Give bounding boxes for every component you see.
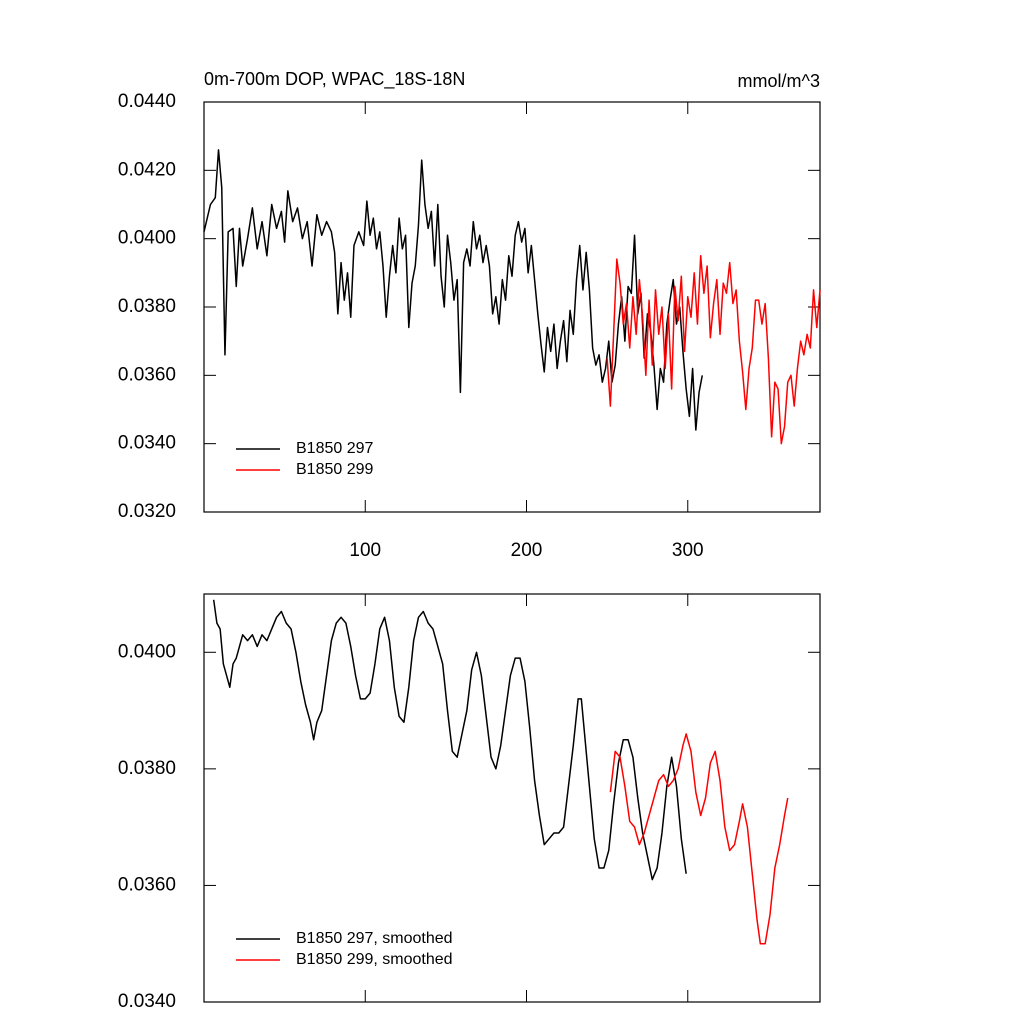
plot-frame [203, 593, 821, 1003]
y-tick-label: 0.0380 [118, 296, 176, 317]
y-tick-label: 0.0400 [118, 228, 176, 249]
legend-label: B1850 297 [296, 440, 374, 457]
series-line [609, 733, 789, 945]
series-line [606, 255, 821, 445]
series-line [212, 599, 687, 881]
legend-label: B1850 297, smoothed [296, 930, 453, 947]
units-label: mmol/m^3 [738, 71, 820, 91]
series-line [203, 149, 704, 431]
y-tick-label: 0.0380 [118, 758, 176, 779]
x-tick-label: 200 [511, 540, 543, 561]
y-tick-label: 0.0320 [118, 501, 176, 522]
y-tick-label: 0.0360 [118, 874, 176, 895]
y-tick-label: 0.0420 [118, 159, 176, 180]
y-tick-label: 0.0340 [118, 433, 176, 454]
y-tick-label: 0.0400 [118, 641, 176, 662]
y-tick-label: 0.0440 [118, 91, 176, 112]
legend-label: B1850 299, smoothed [296, 951, 453, 968]
legend-label: B1850 299 [296, 461, 374, 478]
y-tick-label: 0.0340 [118, 991, 176, 1012]
y-tick-label: 0.0360 [118, 364, 176, 385]
x-tick-label: 300 [672, 540, 704, 561]
x-tick-label: 100 [349, 540, 381, 561]
chart-title: 0m-700m DOP, WPAC_18S-18N [204, 69, 465, 90]
